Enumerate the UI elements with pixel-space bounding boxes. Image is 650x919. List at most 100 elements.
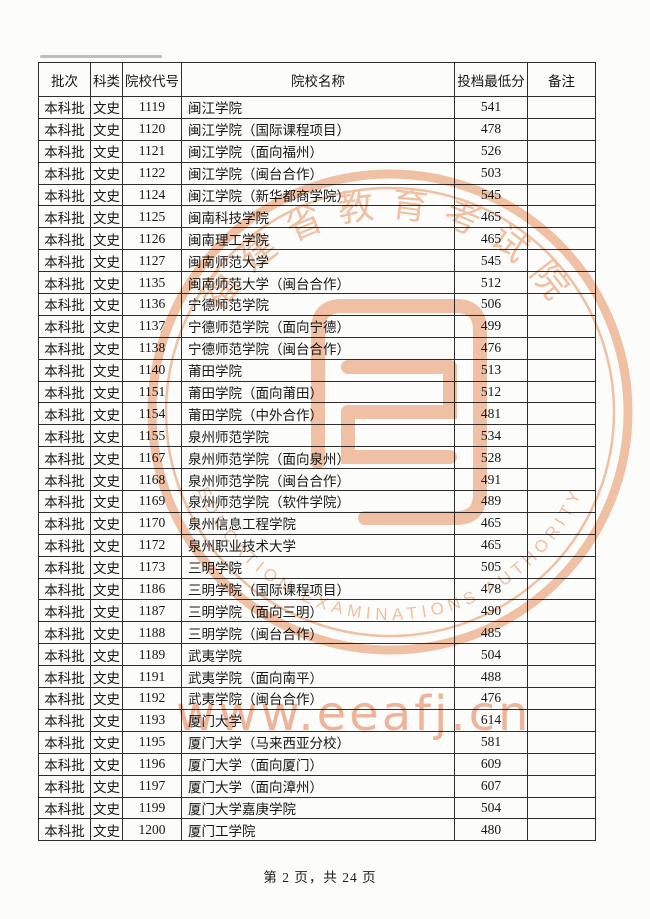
cell-remark <box>527 446 596 470</box>
cell-batch: 本科批 <box>38 271 91 295</box>
cell-code: 1137 <box>122 314 182 338</box>
cell-name: 闽江学院 <box>181 96 455 119</box>
cell-score: 505 <box>454 555 528 579</box>
cell-category: 文史 <box>90 227 123 251</box>
table-row: 本科批 文史 1137 宁德师范学院（面向宁德） 499 <box>38 314 596 338</box>
cell-name: 厦门大学（马来西亚分校） <box>181 730 455 754</box>
cell-name: 厦门大学 <box>181 708 455 732</box>
cell-batch: 本科批 <box>38 446 91 470</box>
table-row: 本科批 文史 1199 厦门大学嘉庚学院 504 <box>38 796 596 820</box>
header-name: 院校名称 <box>181 62 455 97</box>
cell-remark <box>527 687 596 710</box>
table-row: 本科批 文史 1151 莆田学院（面向莆田） 512 <box>38 380 596 404</box>
cell-code: 1119 <box>122 96 182 119</box>
cell-score: 480 <box>454 818 528 842</box>
cell-remark <box>527 336 596 360</box>
table-row: 本科批 文史 1126 闽南理工学院 465 <box>38 227 596 251</box>
cell-code: 1197 <box>122 774 182 798</box>
admission-scores-table: 批次 科类 院校代号 院校名称 投档最低分 备注 本科批 文史 1119 闽江学院 54… <box>38 62 596 842</box>
table-row: 本科批 文史 1193 厦门大学 614 <box>38 708 596 732</box>
cell-code: 1151 <box>122 380 182 404</box>
cell-remark <box>527 183 596 207</box>
cell-category: 文史 <box>90 774 123 798</box>
cell-batch: 本科批 <box>38 424 91 448</box>
cell-remark <box>527 730 596 754</box>
cell-category: 文史 <box>90 818 123 842</box>
cell-name: 莆田学院 <box>181 358 455 382</box>
table-row: 本科批 文史 1187 三明学院（面向三明） 490 <box>38 599 596 623</box>
table-row: 本科批 文史 1191 武夷学院（面向南平） 488 <box>38 665 596 689</box>
table-row: 本科批 文史 1169 泉州师范学院（软件学院） 489 <box>38 490 596 513</box>
cell-remark <box>527 490 596 513</box>
cell-code: 1188 <box>122 621 182 645</box>
cell-name: 闽南理工学院 <box>181 227 455 251</box>
table-row: 本科批 文史 1138 宁德师范学院（闽台合作） 476 <box>38 336 596 360</box>
scan-smudge <box>40 55 162 58</box>
cell-score: 534 <box>454 424 528 448</box>
cell-code: 1193 <box>122 708 182 732</box>
cell-code: 1167 <box>122 446 182 470</box>
cell-batch: 本科批 <box>38 139 91 163</box>
header-batch: 批次 <box>38 62 91 97</box>
header-score: 投档最低分 <box>454 62 528 97</box>
cell-code: 1173 <box>122 555 182 579</box>
cell-score: 499 <box>454 314 528 338</box>
cell-batch: 本科批 <box>38 468 91 492</box>
cell-batch: 本科批 <box>38 708 91 732</box>
cell-category: 文史 <box>90 511 123 535</box>
cell-batch: 本科批 <box>38 402 91 426</box>
cell-name: 泉州职业技术大学 <box>181 533 455 557</box>
cell-code: 1122 <box>122 161 182 185</box>
cell-category: 文史 <box>90 599 123 623</box>
cell-code: 1192 <box>122 687 182 710</box>
cell-category: 文史 <box>90 446 123 470</box>
cell-category: 文史 <box>90 643 123 667</box>
cell-category: 文史 <box>90 708 123 732</box>
cell-batch: 本科批 <box>38 117 91 141</box>
cell-name: 闽江学院（面向福州） <box>181 139 455 163</box>
cell-name: 宁德师范学院 <box>181 293 455 316</box>
cell-category: 文史 <box>90 533 123 557</box>
cell-name: 泉州师范学院 <box>181 424 455 448</box>
cell-score: 528 <box>454 446 528 470</box>
cell-batch: 本科批 <box>38 577 91 601</box>
cell-score: 465 <box>454 227 528 251</box>
cell-code: 1172 <box>122 533 182 557</box>
cell-score: 488 <box>454 665 528 689</box>
cell-score: 489 <box>454 490 528 513</box>
cell-remark <box>527 293 596 316</box>
cell-name: 闽南师范大学（闽台合作） <box>181 271 455 295</box>
cell-score: 506 <box>454 293 528 316</box>
cell-batch: 本科批 <box>38 96 91 119</box>
cell-remark <box>527 96 596 119</box>
cell-batch: 本科批 <box>38 249 91 273</box>
cell-category: 文史 <box>90 183 123 207</box>
cell-category: 文史 <box>90 621 123 645</box>
table-row: 本科批 文史 1170 泉州信息工程学院 465 <box>38 511 596 535</box>
cell-code: 1135 <box>122 271 182 295</box>
cell-category: 文史 <box>90 402 123 426</box>
cell-score: 476 <box>454 687 528 710</box>
cell-code: 1138 <box>122 336 182 360</box>
cell-code: 1170 <box>122 511 182 535</box>
cell-remark <box>527 665 596 689</box>
cell-score: 512 <box>454 271 528 295</box>
table-row: 本科批 文史 1127 闽南师范大学 545 <box>38 249 596 273</box>
cell-batch: 本科批 <box>38 796 91 820</box>
cell-remark <box>527 577 596 601</box>
header-category: 科类 <box>90 62 123 97</box>
table-row: 本科批 文史 1200 厦门工学院 480 <box>38 818 596 842</box>
cell-category: 文史 <box>90 358 123 382</box>
cell-category: 文史 <box>90 424 123 448</box>
cell-remark <box>527 774 596 798</box>
cell-remark <box>527 424 596 448</box>
cell-remark <box>527 599 596 623</box>
cell-batch: 本科批 <box>38 336 91 360</box>
table-row: 本科批 文史 1122 闽江学院（闽台合作） 503 <box>38 161 596 185</box>
cell-code: 1125 <box>122 205 182 229</box>
cell-remark <box>527 271 596 295</box>
cell-code: 1195 <box>122 730 182 754</box>
cell-category: 文史 <box>90 468 123 492</box>
cell-batch: 本科批 <box>38 380 91 404</box>
cell-remark <box>527 380 596 404</box>
